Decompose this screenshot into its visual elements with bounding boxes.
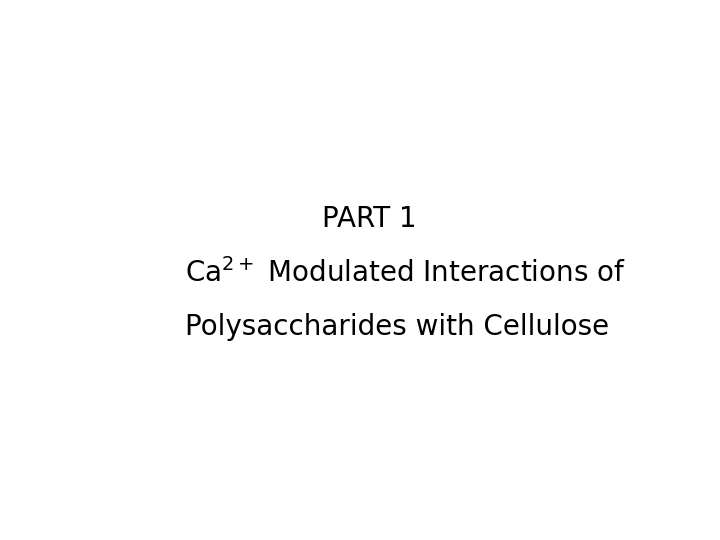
Text: Ca$^{2+}$ Modulated Interactions of: Ca$^{2+}$ Modulated Interactions of	[185, 258, 626, 288]
Text: PART 1: PART 1	[322, 205, 416, 233]
Text: Polysaccharides with Cellulose: Polysaccharides with Cellulose	[185, 313, 609, 341]
